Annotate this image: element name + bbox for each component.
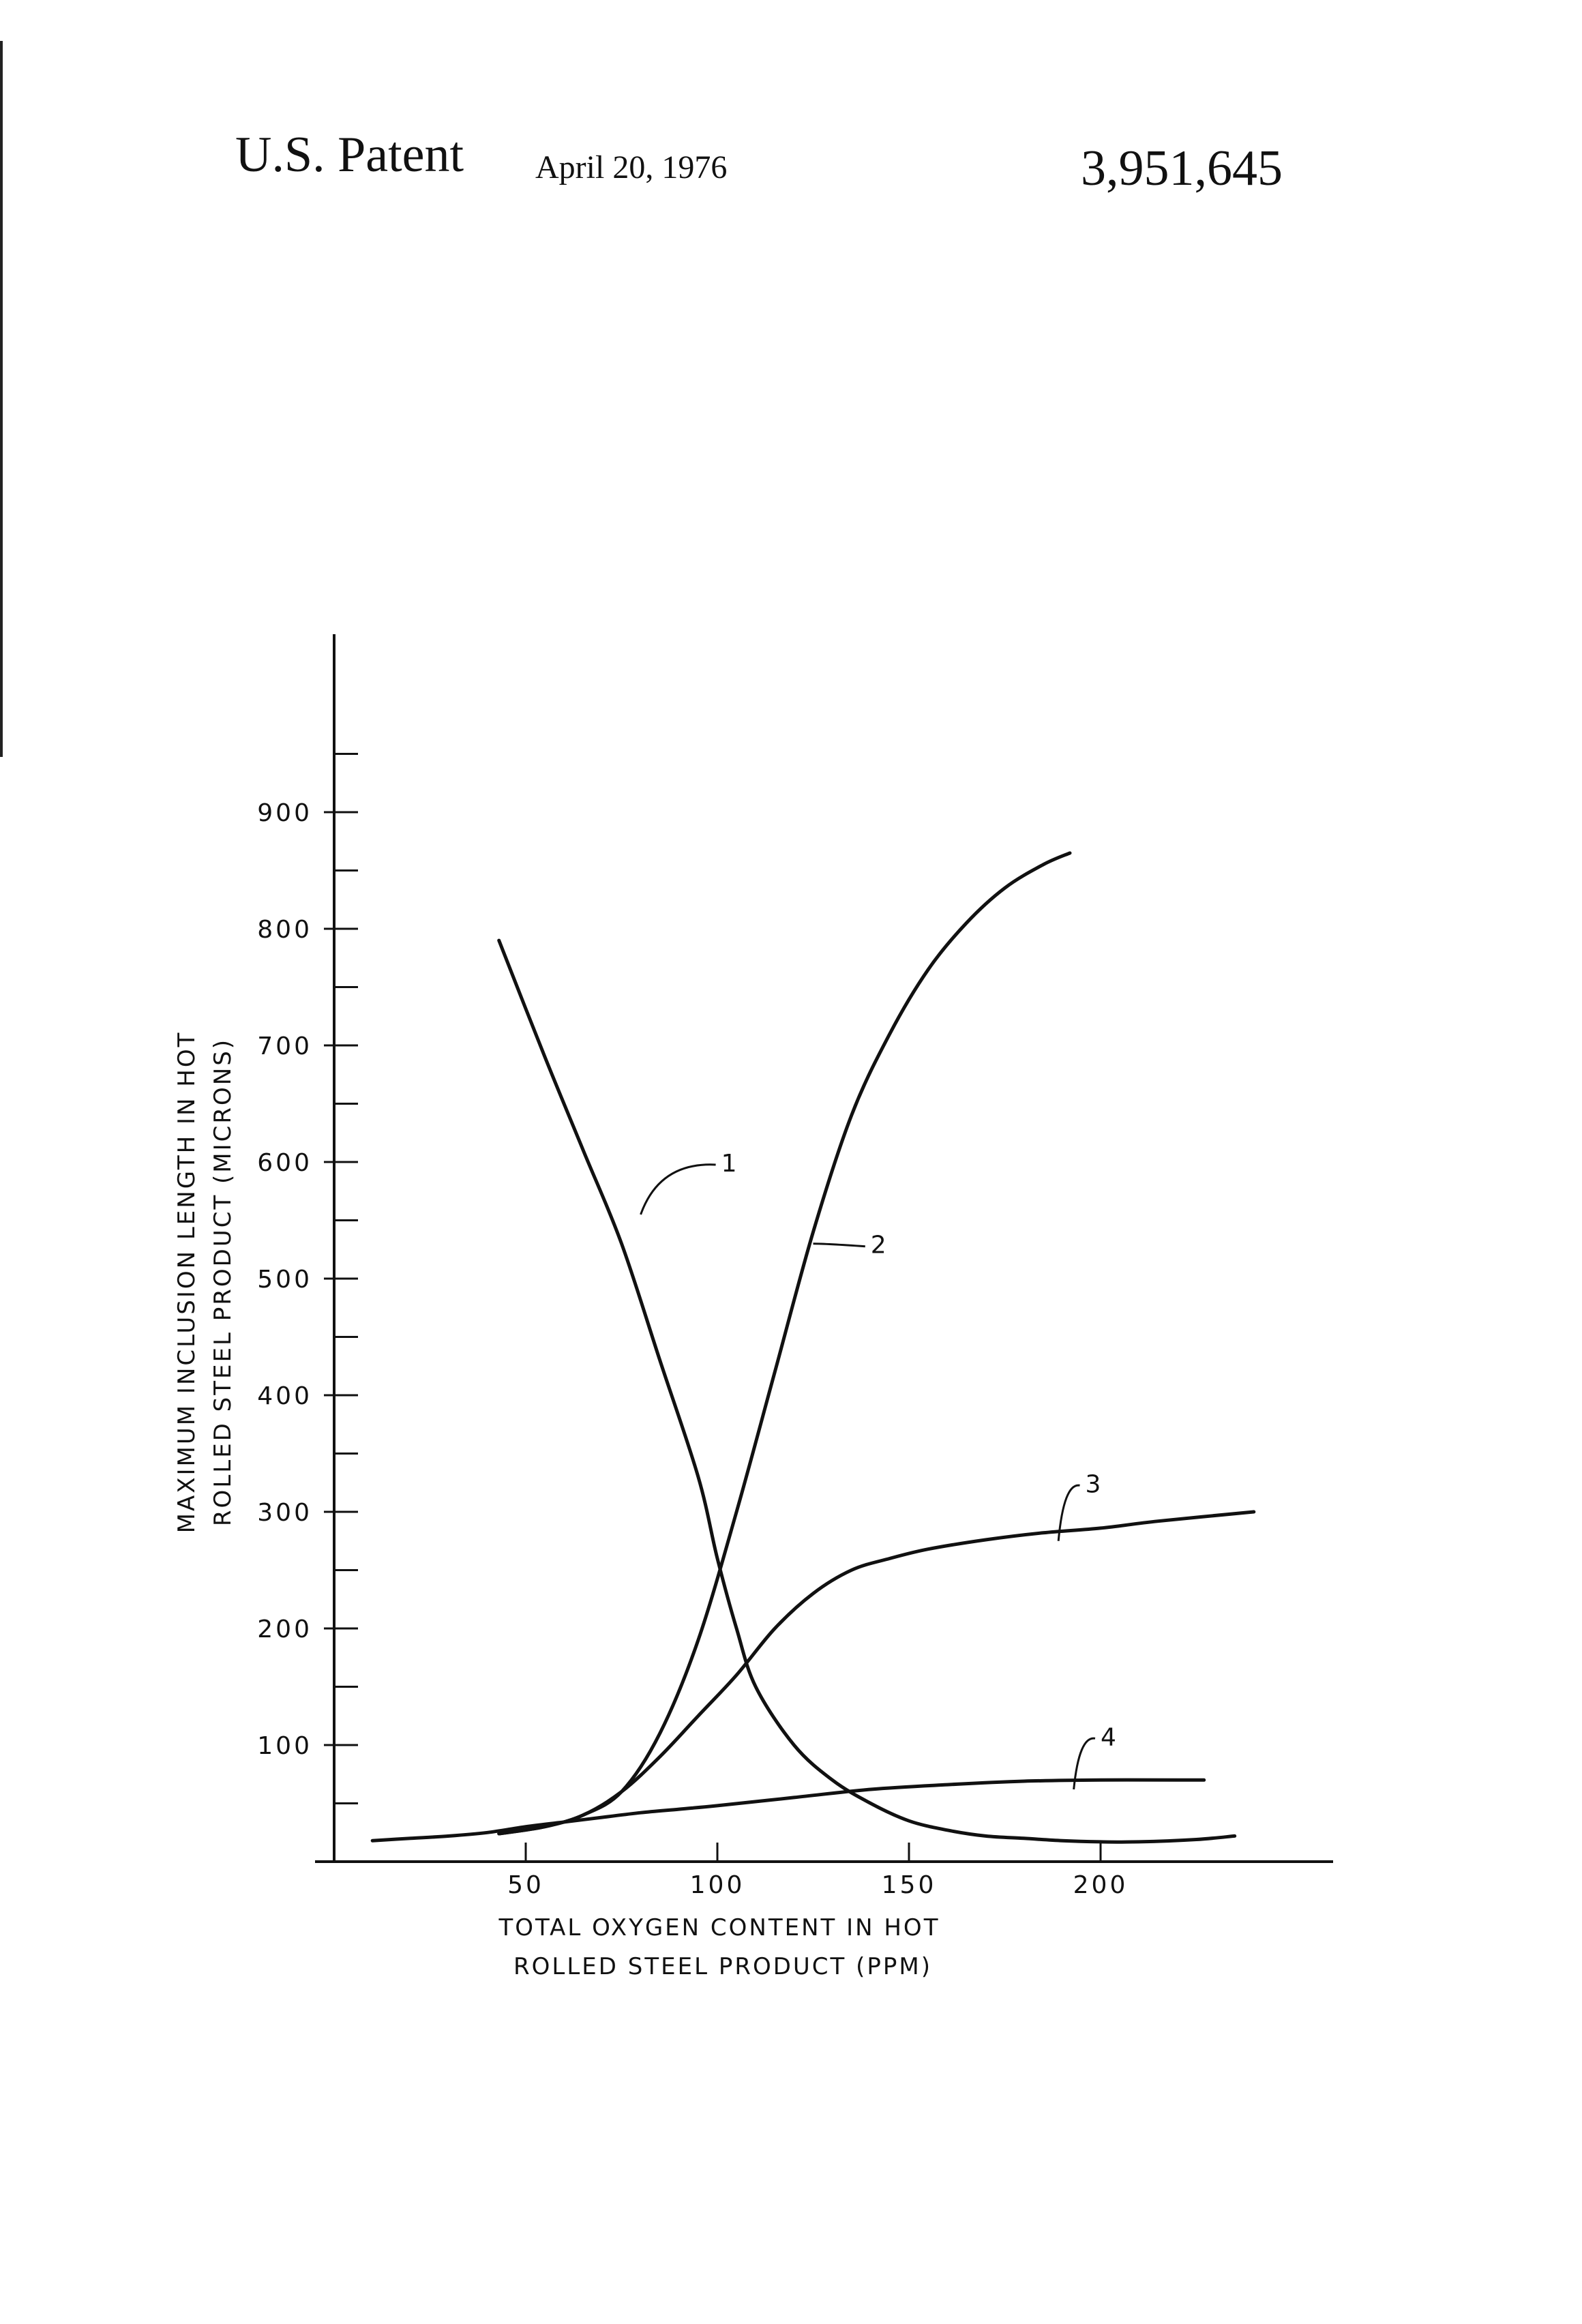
y-axis-title-line-2: ROLLED STEEL PRODUCT (MICRONS) [209, 1038, 237, 1526]
leader-line-1 [641, 1165, 716, 1215]
y-tick-label: 300 [257, 1499, 312, 1527]
x-tick-label: 150 [882, 1871, 937, 1899]
curve-label-3: 3 [1086, 1470, 1101, 1498]
curve-label-1: 1 [721, 1150, 737, 1178]
curve-4 [372, 1780, 1204, 1841]
y-tick-label: 400 [257, 1382, 312, 1410]
curve-3 [499, 1512, 1254, 1834]
curve-label-4: 4 [1101, 1723, 1116, 1751]
curve-label-2: 2 [871, 1232, 886, 1260]
x-tick-label: 200 [1073, 1871, 1129, 1899]
x-tick-label: 100 [690, 1871, 745, 1899]
curve-labels: 1 2 3 4 [641, 1150, 1116, 1789]
x-axis-title-line-2: ROLLED STEEL PRODUCT (PPM) [513, 1953, 932, 1980]
y-tick-label: 200 [257, 1615, 312, 1643]
y-tick-label: 500 [257, 1266, 312, 1294]
y-tick-label: 700 [257, 1032, 312, 1060]
axis-ticks: 100 200 300 400 500 600 700 800 900 50 100 150 200 [257, 754, 1128, 1900]
y-tick-label: 900 [257, 799, 312, 827]
data-curves [372, 853, 1254, 1842]
y-tick-label: 100 [257, 1732, 312, 1760]
y-axis-title-line-1: MAXIMUM INCLUSION LENGTH IN HOT [173, 1031, 200, 1534]
x-tick-label: 50 [507, 1871, 544, 1899]
x-axis-title-line-1: TOTAL OXYGEN CONTENT IN HOT [498, 1914, 940, 1941]
y-tick-label: 600 [257, 1149, 312, 1177]
curve-2 [499, 853, 1070, 1834]
y-tick-label: 800 [257, 916, 312, 944]
leader-line-2 [814, 1244, 865, 1247]
